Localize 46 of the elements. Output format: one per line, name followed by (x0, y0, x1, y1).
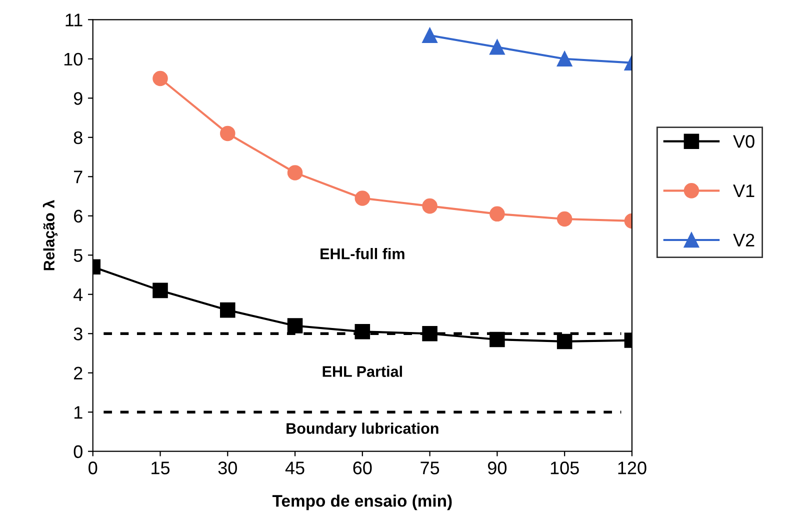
y-tick-label: 4 (74, 288, 83, 301)
point (422, 28, 438, 43)
y-tick-label: 7 (74, 170, 82, 184)
y-tick-label: 0 (74, 445, 82, 458)
y-tick-label: 10 (64, 52, 82, 66)
point (556, 51, 572, 67)
point (152, 282, 168, 298)
point (556, 334, 572, 350)
point (422, 198, 438, 214)
x-tick-label: 0 (88, 462, 98, 474)
point (152, 70, 168, 86)
y-tick-label: 11 (66, 14, 82, 26)
y-axis-title: Relação λ (42, 200, 58, 270)
legend-label: V2 (733, 234, 754, 246)
point (556, 211, 572, 227)
point (354, 324, 370, 340)
x-tick-label: 60 (353, 462, 372, 474)
point (422, 326, 438, 342)
point (490, 39, 505, 55)
x-tick-label: 15 (152, 462, 170, 474)
x-tick-label: 105 (550, 462, 579, 474)
y-tick-label: 1 (74, 406, 82, 419)
annotation: EHL-full fim (320, 248, 404, 260)
point (490, 206, 505, 222)
x-tick-label: 75 (420, 462, 440, 474)
annotation: EHL Partial (322, 366, 402, 377)
y-tick-label: 3 (74, 328, 82, 340)
annotation: Boundary lubrication (286, 422, 438, 437)
point (287, 165, 303, 180)
y-tick-label: 8 (74, 131, 82, 144)
y-tick-label: 6 (74, 210, 82, 223)
y-tick-label: 9 (74, 92, 82, 105)
point (220, 126, 236, 142)
x-tick-label: 120 (618, 462, 646, 474)
legend-label: V1 (733, 184, 754, 197)
point (220, 302, 236, 318)
x-tick-label: 90 (488, 462, 507, 474)
x-tick-label: 30 (218, 462, 237, 474)
x-tick-label: 45 (285, 462, 304, 474)
x-axis-title: Tempo de ensaio (min) (272, 494, 452, 510)
y-tick-label: 2 (74, 366, 82, 380)
point (490, 332, 505, 348)
y-tick-label: 5 (74, 249, 82, 262)
legend-label: V0 (733, 135, 754, 148)
point (354, 190, 370, 206)
point (287, 318, 303, 334)
